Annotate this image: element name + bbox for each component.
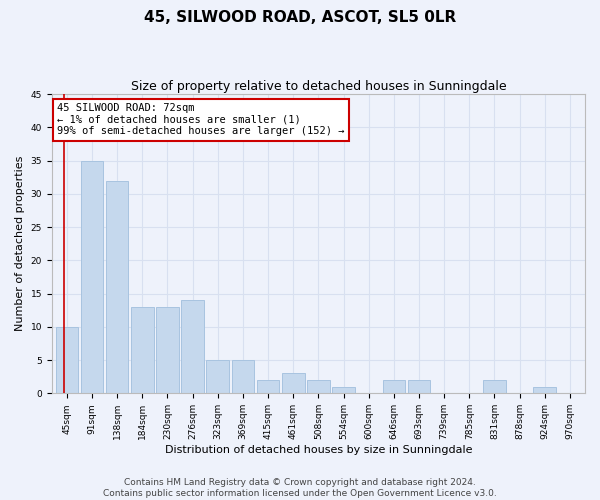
Bar [56,327,78,394]
Bar [181,300,204,394]
Bar [407,380,430,394]
Bar [483,380,506,394]
Bar [106,180,128,394]
Bar [206,360,229,394]
Title: Size of property relative to detached houses in Sunningdale: Size of property relative to detached ho… [131,80,506,93]
Bar [332,386,355,394]
Bar [282,374,305,394]
X-axis label: Distribution of detached houses by size in Sunningdale: Distribution of detached houses by size … [164,445,472,455]
Bar [383,380,405,394]
Y-axis label: Number of detached properties: Number of detached properties [15,156,25,332]
Bar [232,360,254,394]
Text: Contains HM Land Registry data © Crown copyright and database right 2024.
Contai: Contains HM Land Registry data © Crown c… [103,478,497,498]
Bar [131,307,154,394]
Bar [257,380,280,394]
Bar [533,386,556,394]
Bar [156,307,179,394]
Bar [81,160,103,394]
Text: 45 SILWOOD ROAD: 72sqm
← 1% of detached houses are smaller (1)
99% of semi-detac: 45 SILWOOD ROAD: 72sqm ← 1% of detached … [57,103,344,136]
Text: 45, SILWOOD ROAD, ASCOT, SL5 0LR: 45, SILWOOD ROAD, ASCOT, SL5 0LR [144,10,456,25]
Bar [307,380,330,394]
